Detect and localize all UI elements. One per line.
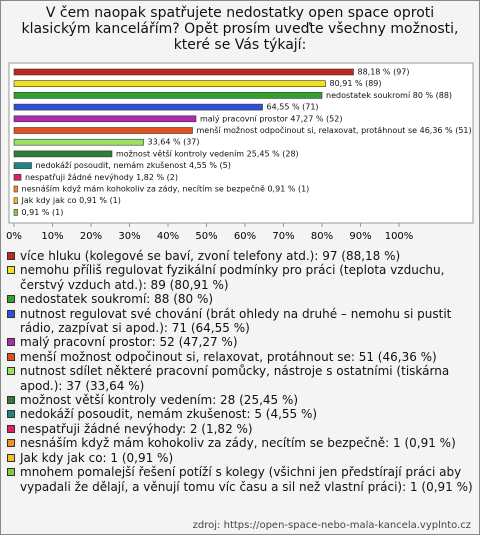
legend-swatch: [7, 453, 15, 462]
legend-item: více hluku (kolegové se baví, zvoní tele…: [7, 249, 473, 263]
legend-label: nemohu příliš regulovat fyzikální podmín…: [20, 263, 445, 292]
legend-item: nemohu příliš regulovat fyzikální podmín…: [7, 263, 473, 292]
bar: [13, 138, 144, 146]
bar: [13, 92, 323, 99]
legend-label: nespatřuji žádné nevýhody: 2 (1,82 %): [20, 421, 253, 436]
legend-item: nutnost regulovat své chování (brát ohle…: [7, 307, 473, 336]
legend-label: nesnáším když mám kohokoliv za zády, nec…: [20, 436, 456, 451]
legend-label: více hluku (kolegové se baví, zvoní tele…: [20, 249, 401, 263]
x-tick-label: 50%: [195, 231, 217, 242]
legend-swatch: [7, 410, 15, 419]
bar: [13, 80, 326, 87]
bar: [13, 127, 193, 134]
value-label: nesnáším když mám kohokoliv za zády, nec…: [22, 184, 310, 194]
bar: [13, 209, 18, 216]
x-tick-label: 30%: [118, 231, 140, 242]
legend-label: mnohem pomalejší řešení potíží s kolegy …: [20, 465, 473, 494]
legend-swatch: [7, 439, 15, 448]
x-tick-label: 70%: [272, 231, 294, 242]
legend-label: Jak kdy jak co: 1 (0,91 %): [20, 450, 174, 465]
value-label: malý pracovní prostor 47,27 % (52): [200, 114, 342, 123]
x-tick-label: 90%: [349, 231, 371, 242]
legend-swatch: [7, 424, 15, 433]
value-label: 88,18 % (97): [357, 68, 409, 77]
legend: více hluku (kolegové se baví, zvoní tele…: [7, 249, 473, 494]
legend-swatch: [7, 367, 15, 376]
legend-label: malý pracovní prostor: 52 (47,27 %): [20, 335, 238, 350]
legend-label: nutnost regulovat své chování (brát ohle…: [20, 306, 452, 336]
value-label: možnost větší kontroly vedením 25,45 % (…: [116, 148, 299, 158]
x-tick-label: 0%: [6, 231, 22, 242]
chart-title: V čem naopak spatřujete nedostatky open …: [21, 5, 459, 53]
x-tick-label: 60%: [234, 231, 256, 242]
value-label: Jak kdy jak co 0,91 % (1): [21, 196, 121, 205]
value-label: 80,91 % (89): [330, 79, 382, 88]
value-label: nespatřuji žádné nevýhody 1,82 % (2): [25, 172, 178, 182]
legend-swatch: [7, 352, 15, 361]
legend-swatch: [7, 309, 15, 318]
bar: [13, 162, 32, 169]
bar: [13, 103, 263, 111]
value-label: nedostatek soukromí 80 % (88): [326, 91, 452, 100]
x-tick-label: 10%: [41, 231, 63, 242]
legend-label: nedokáží posoudit, nemám zkušenost: 5 (4…: [20, 407, 318, 422]
x-tick-label: 40%: [157, 231, 179, 242]
value-label: menší možnost odpočinout si, relaxovat, …: [196, 125, 471, 135]
legend-swatch: [7, 396, 15, 405]
bar: [13, 68, 354, 76]
legend-swatch: [7, 252, 15, 260]
legend-swatch: [7, 266, 15, 275]
legend-item: nedokáží posoudit, nemám zkušenost: 5 (4…: [7, 407, 473, 421]
legend-item: možnost větší kontroly vedením: 28 (25,4…: [7, 393, 473, 407]
value-label: 0,91 % (1): [22, 208, 64, 217]
legend-swatch: [7, 338, 15, 347]
legend-swatch: [7, 468, 15, 477]
legend-label: menší možnost odpočinout si, relaxovat, …: [20, 349, 437, 364]
legend-item: mnohem pomalejší řešení potíží s kolegy …: [7, 465, 473, 494]
bar: [13, 197, 18, 204]
legend-item: nesnáším když mám kohokoliv za zády, nec…: [7, 436, 473, 450]
bar: [13, 185, 18, 193]
legend-swatch: [7, 295, 15, 304]
legend-label: možnost větší kontroly vedením: 28 (25,4…: [20, 393, 299, 408]
value-label: 64,55 % (71): [267, 103, 319, 112]
bar: [13, 150, 113, 158]
x-tick-label: 100%: [385, 231, 414, 242]
x-tick-label: 80%: [311, 231, 333, 242]
legend-item: malý pracovní prostor: 52 (47,27 %): [7, 335, 473, 349]
x-tick-label: 20%: [80, 231, 102, 242]
value-label: nedokáží posoudit, nemám zkušenost 4,55 …: [36, 160, 231, 170]
legend-item: Jak kdy jak co: 1 (0,91 %): [7, 451, 473, 465]
legend-label: nedostatek soukromí: 88 (80 %): [20, 292, 214, 307]
legend-item: menší možnost odpočinout si, relaxovat, …: [7, 350, 473, 364]
value-label: 33,64 % (37): [148, 138, 200, 147]
bar: [13, 174, 22, 181]
legend-item: nutnost sdílet některé pracovní pomůcky,…: [7, 364, 473, 393]
bar: [13, 115, 197, 123]
source: zdroj: https://open-space-nebo-mala-kanc…: [192, 520, 471, 531]
legend-item: nedostatek soukromí: 88 (80 %): [7, 292, 473, 306]
legend-item: nespatřuji žádné nevýhody: 2 (1,82 %): [7, 422, 473, 436]
legend-label: nutnost sdílet některé pracovní pomůcky,…: [20, 364, 450, 393]
